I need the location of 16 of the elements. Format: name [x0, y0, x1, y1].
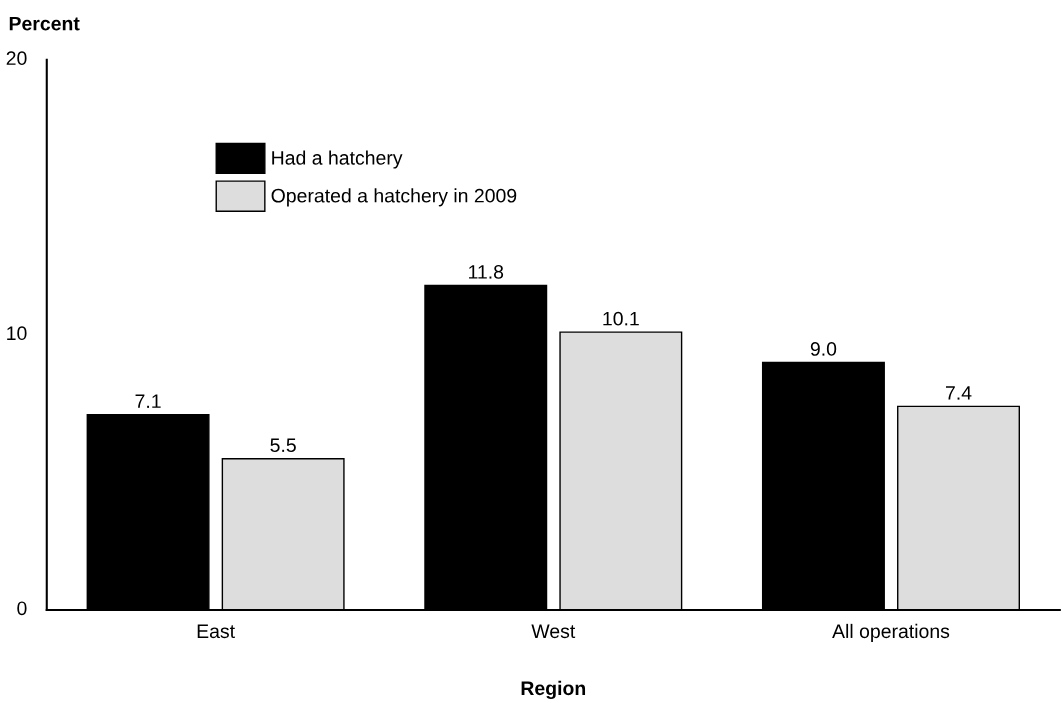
- legend-label: Had a hatchery: [272, 150, 403, 169]
- data-label: 5.5: [270, 438, 296, 453]
- data-label: 7.4: [945, 386, 972, 400]
- x-axis-title: Region: [521, 680, 586, 700]
- y-tick-label: 20: [6, 51, 27, 66]
- x-tick-label: All operations: [832, 623, 950, 642]
- y-tick-label: 0: [17, 601, 27, 616]
- y-tick-label: 10: [7, 326, 27, 341]
- x-tick-label: East: [197, 624, 235, 639]
- data-label: 9.0: [810, 342, 837, 356]
- legend-label: Operated a hatchery in 2009: [271, 188, 517, 207]
- data-label: 10.1: [603, 311, 639, 326]
- data-label: 7.1: [135, 394, 161, 408]
- data-label: 11.8: [469, 265, 504, 279]
- y-axis-title: Percent: [9, 16, 80, 31]
- x-tick-label: West: [531, 624, 576, 639]
